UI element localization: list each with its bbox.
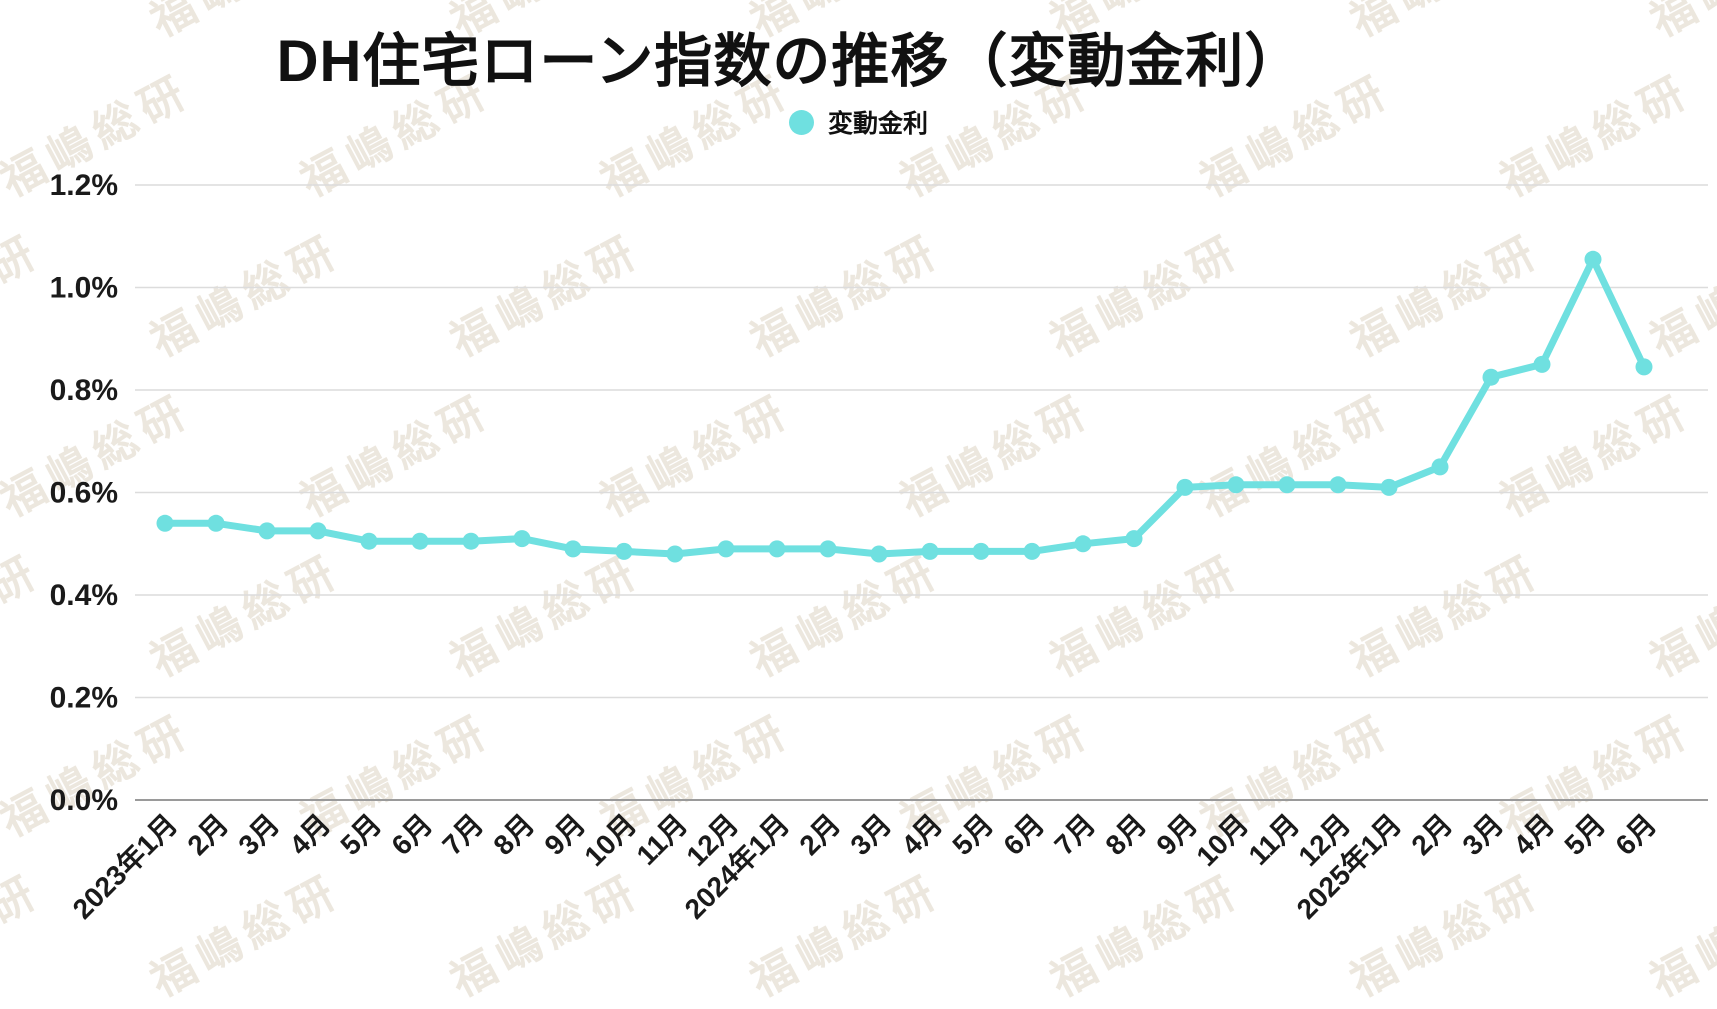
x-axis-tick-label: 11月 [631, 808, 694, 871]
data-point [360, 532, 378, 550]
x-axis-tick-label: 5月 [1559, 808, 1612, 861]
x-axis-tick-label: 10月 [1190, 808, 1254, 872]
y-axis-tick-label: 0.4% [50, 579, 118, 612]
x-axis-tick-label: 2月 [794, 808, 847, 861]
series-line [161, 255, 1648, 558]
x-axis-tick-label: 5月 [335, 808, 388, 861]
legend: 変動金利 [0, 104, 1717, 140]
data-point [1329, 476, 1347, 494]
data-point [462, 532, 480, 550]
data-point [1635, 358, 1653, 376]
data-point [309, 522, 327, 540]
data-point [1533, 355, 1551, 373]
legend-marker-icon [788, 109, 814, 135]
x-axis-tick-label: 3月 [845, 808, 898, 861]
x-axis-tick-label: 2月 [1406, 808, 1459, 861]
x-axis-tick-label: 4月 [896, 808, 949, 861]
data-point [258, 522, 276, 540]
data-point [717, 540, 735, 558]
data-point [156, 514, 174, 532]
data-point [1431, 458, 1449, 476]
y-axis-tick-label: 0.8% [50, 374, 118, 407]
x-axis-tick-label: 3月 [1457, 808, 1510, 861]
x-axis-tick-label: 3月 [233, 808, 286, 861]
data-point [870, 545, 888, 563]
data-point [1176, 478, 1194, 496]
data-point [819, 540, 837, 558]
data-point [615, 542, 633, 560]
y-axis-tick-label: 1.2% [50, 169, 118, 202]
data-point [1227, 476, 1245, 494]
data-point [564, 540, 582, 558]
x-axis-tick-label: 6月 [998, 808, 1051, 861]
x-axis-tick-label: 5月 [947, 808, 1000, 861]
x-axis-tick-label: 2023年1月 [66, 808, 183, 925]
legend-label: 変動金利 [827, 110, 928, 138]
x-axis-tick-label: 7月 [437, 808, 490, 861]
data-point [768, 540, 786, 558]
x-axis-tick-label: 4月 [1508, 808, 1561, 861]
data-point [1584, 250, 1602, 268]
x-axis-tick-label: 6月 [386, 808, 439, 861]
y-axis-tick-label: 0.6% [50, 477, 118, 510]
data-point [972, 542, 990, 560]
x-axis-tick-label: 8月 [1100, 808, 1153, 861]
x-axis-tick-label: 2月 [182, 808, 235, 861]
x-axis-tick-label: 10月 [578, 808, 642, 872]
x-axis-tick-label: 8月 [488, 808, 541, 861]
data-point [207, 514, 225, 532]
data-point [1074, 535, 1092, 553]
y-axis-tick-label: 1.0% [50, 272, 118, 305]
y-axis-tick-label: 0.0% [50, 784, 118, 817]
data-point [666, 545, 684, 563]
data-point [1278, 476, 1296, 494]
chart-title: DH住宅ローン指数の推移（変動金利） [276, 29, 1304, 94]
data-point [411, 532, 429, 550]
y-axis-tick-label: 0.2% [50, 682, 118, 715]
data-point [1482, 368, 1500, 386]
data-point [921, 542, 939, 560]
data-point [1023, 542, 1041, 560]
x-axis-tick-label: 11月 [1243, 808, 1306, 871]
data-point [1125, 530, 1143, 548]
data-point [1380, 478, 1398, 496]
x-axis-tick-label: 7月 [1049, 808, 1102, 861]
line-chart: 0.0%0.2%0.4%0.6%0.8%1.0%1.2%2023年1月2月3月4… [50, 169, 1708, 925]
data-point [513, 530, 531, 548]
x-axis-tick-label: 6月 [1610, 808, 1663, 861]
x-axis-tick-label: 4月 [284, 808, 337, 861]
